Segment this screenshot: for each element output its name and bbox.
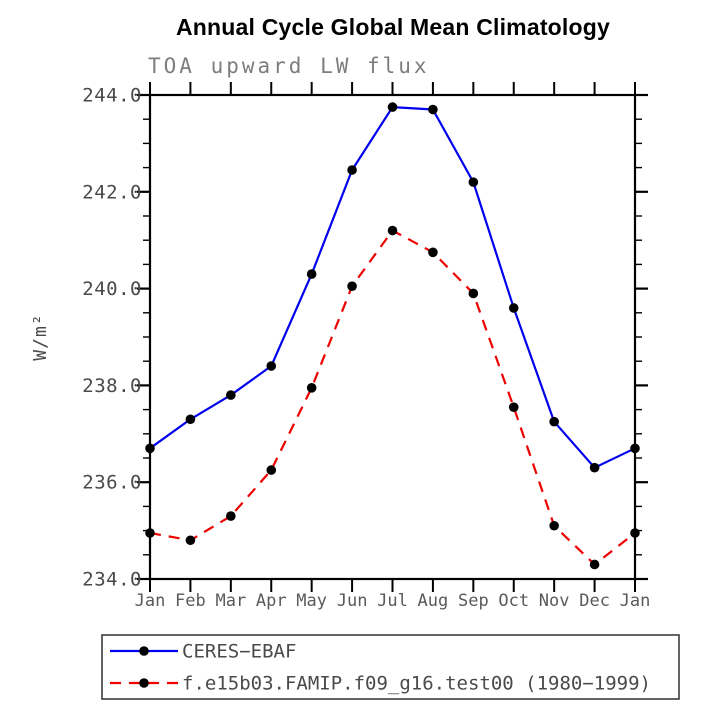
series-0-marker [306,269,317,279]
legend-marker-1 [139,678,149,688]
series-0-marker [549,416,559,427]
series-1-marker [428,247,438,258]
series-1-marker [589,559,600,570]
y-tick-label: 240.0 [82,278,142,300]
series-0-marker [630,443,640,454]
chart-subtitle: TOA upward LW flux [148,54,430,78]
legend-box [101,634,680,700]
series-1-marker [387,225,398,236]
x-tick-label: Jan [620,591,651,611]
series-1-marker [185,535,196,546]
series-0-marker [428,104,438,115]
series-line-0 [149,105,636,469]
series-0-marker [589,462,600,473]
series-1-marker [508,402,519,412]
series-1-marker [145,528,155,538]
x-tick-label: Sep [458,591,489,611]
series-1-marker [630,528,640,538]
y-tick-label: 238.0 [82,375,142,397]
series-1-marker [549,520,559,531]
x-tick-label: Oct [498,591,529,611]
x-tick-label: Jan [135,591,166,611]
x-tick-label: May [296,591,327,611]
series-0-marker [185,414,196,425]
x-tick-label: Nov [539,591,570,611]
y-tick-label: 244.0 [82,85,142,107]
x-tick-label: Jun [337,591,368,611]
series-0-marker [387,102,398,112]
x-tick-label: Mar [215,591,246,611]
series-0-marker [145,443,155,454]
legend-label-1: f.e15b03.FAMIP.f09_g16.test00 (1980−1999… [182,673,651,695]
y-tick-label: 242.0 [82,181,142,203]
x-tick-label: Apr [256,591,287,611]
y-tick-label: 236.0 [82,472,142,494]
series-line-1 [149,229,636,566]
series-0-marker [347,165,357,175]
series-0-marker [508,303,519,313]
axis-frame [148,93,637,581]
series-1-marker [266,465,277,475]
x-tick-label: Jul [377,591,408,611]
series-0-marker [226,390,236,400]
series-1-marker [347,281,357,291]
chart-title: Annual Cycle Global Mean Climatology [175,14,611,40]
y-tick-label: 234.0 [82,569,142,591]
x-tick-label: Dec [579,591,610,611]
series-1-marker [226,511,236,521]
y-axis-label: W/m² [30,313,51,360]
series-0-marker [468,177,479,187]
x-tick-label: Feb [175,591,206,611]
legend-marker-0 [139,646,149,656]
x-tick-label: Aug [418,591,449,611]
series-0-marker [266,361,277,371]
series-1-marker [306,383,317,393]
legend-label-0: CERES−EBAF [182,641,296,663]
series-1-marker [468,288,479,299]
